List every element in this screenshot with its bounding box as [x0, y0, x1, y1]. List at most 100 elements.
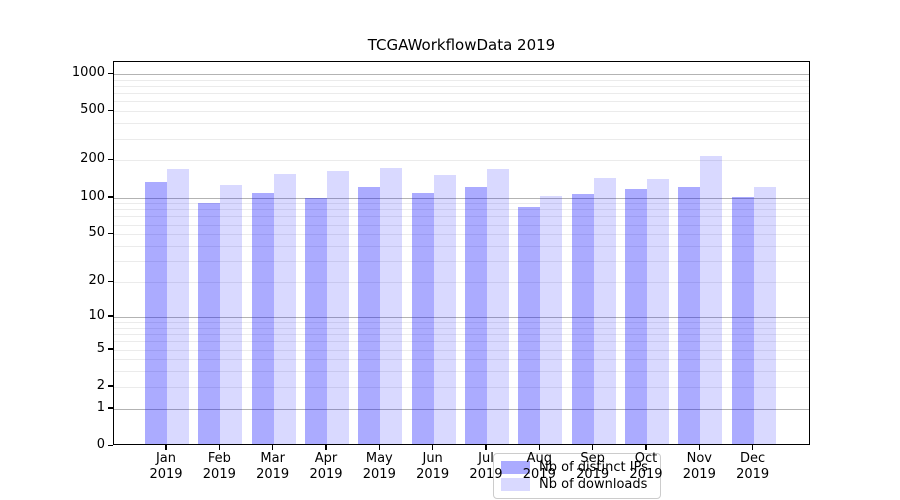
bar-oct-downloads	[646, 178, 669, 444]
y-tick-label-20: 20	[88, 273, 105, 289]
x-tick-label-oct: Oct 2019	[614, 451, 678, 483]
bar-nov-distinct-ips	[678, 186, 701, 444]
gridline-minor-30	[114, 261, 809, 263]
x-tick-mark-sep	[591, 445, 594, 450]
plot-area: Nb of distinct IPs Nb of downloads	[113, 61, 810, 499]
gridline-minor-9	[114, 322, 809, 324]
bar-aug-downloads	[540, 195, 563, 444]
legend-item-downloads: Nb of downloads	[501, 477, 650, 492]
gridline-minor-20	[114, 282, 809, 284]
y-tick-mark-0	[108, 444, 113, 446]
x-tick-month: Aug	[526, 451, 552, 466]
legend-label-downloads: Nb of downloads	[539, 477, 648, 492]
x-tick-year: 2019	[149, 467, 183, 482]
x-tick-year: 2019	[469, 467, 503, 482]
x-tick-month: Jun	[422, 451, 443, 466]
x-tick-year: 2019	[416, 467, 450, 482]
x-tick-label-sep: Sep 2019	[561, 451, 625, 483]
downloads-swatch	[501, 478, 530, 491]
y-tick-mark-50	[108, 232, 113, 235]
gridline-minor-300	[114, 138, 809, 140]
y-tick-mark-20	[108, 280, 113, 283]
x-tick-year: 2019	[629, 467, 663, 482]
gridline-minor-500	[114, 111, 809, 113]
x-tick-mark-jul	[485, 445, 487, 450]
x-tick-mark-jan	[165, 445, 167, 450]
bar-mar-downloads	[273, 173, 296, 444]
x-tick-mark-jun	[431, 445, 434, 450]
bar-jan-downloads	[167, 168, 189, 444]
bar-sep-distinct-ips	[571, 194, 594, 444]
gridline-minor-5	[114, 349, 809, 351]
y-tick-label-5: 5	[96, 340, 105, 356]
y-tick-label-2: 2	[96, 377, 105, 393]
gridline-minor-80	[114, 209, 809, 211]
x-tick-mark-dec	[751, 445, 754, 450]
x-tick-year: 2019	[682, 467, 716, 482]
x-tick-label-jul: Jul 2019	[454, 451, 518, 483]
x-tick-year: 2019	[736, 467, 770, 482]
x-tick-label-aug: Aug 2019	[507, 451, 571, 483]
gridline-major-1	[114, 408, 809, 410]
x-tick-year: 2019	[522, 467, 556, 482]
bar-jul-downloads	[486, 169, 509, 444]
gridline-minor-60	[114, 224, 809, 226]
x-tick-month: Sep	[580, 451, 605, 466]
gridline-minor-8	[114, 327, 809, 329]
bar-apr-downloads	[326, 171, 349, 444]
x-tick-mark-oct	[645, 445, 647, 450]
gridline-major-100	[114, 197, 809, 199]
gridline-major-1000	[114, 74, 809, 75]
gridline-minor-800	[114, 86, 809, 87]
x-tick-label-may: May 2019	[347, 451, 411, 483]
y-tick-label-200: 200	[80, 151, 105, 167]
bar-jun-downloads	[433, 174, 456, 444]
x-tick-label-jun: Jun 2019	[401, 451, 465, 483]
gridline-minor-2	[114, 386, 809, 388]
y-tick-label-10: 10	[88, 307, 105, 323]
y-tick-mark-2	[108, 385, 113, 387]
y-tick-mark-500	[108, 109, 113, 112]
x-tick-month: Dec	[740, 451, 766, 466]
bar-may-downloads	[380, 168, 403, 444]
gridline-minor-700	[114, 93, 809, 95]
y-tick-label-500: 500	[80, 102, 105, 118]
bar-oct-distinct-ips	[624, 188, 647, 444]
y-tick-mark-1000	[108, 72, 113, 74]
y-tick-label-0: 0	[96, 437, 105, 452]
gridline-minor-50	[114, 234, 809, 236]
y-tick-mark-100	[108, 196, 113, 198]
gridline-minor-90	[114, 203, 809, 205]
y-tick-label-1000: 1000	[71, 65, 105, 80]
bar-apr-distinct-ips	[304, 198, 327, 444]
x-tick-month: Jul	[478, 451, 494, 466]
y-tick-label-100: 100	[80, 188, 105, 204]
bar-aug-distinct-ips	[518, 207, 541, 444]
bar-jul-distinct-ips	[464, 186, 487, 444]
x-tick-mark-apr	[325, 445, 327, 450]
x-tick-label-dec: Dec 2019	[721, 451, 785, 483]
x-tick-month: Oct	[634, 451, 658, 466]
bar-feb-downloads	[220, 184, 243, 444]
legend-item-distinct-ips: Nb of distinct IPs	[501, 460, 650, 475]
x-tick-mark-mar	[271, 445, 274, 450]
y-tick-mark-200	[108, 158, 113, 161]
gridline-minor-4	[114, 359, 809, 361]
x-tick-year: 2019	[309, 467, 343, 482]
gridline-minor-70	[114, 216, 809, 218]
gridline-minor-400	[114, 123, 809, 125]
x-tick-label-nov: Nov 2019	[667, 451, 731, 483]
legend-label-distinct-ips: Nb of distinct IPs	[539, 460, 648, 475]
x-tick-month: Apr	[314, 451, 338, 466]
y-tick-mark-1	[108, 407, 113, 409]
x-tick-label-mar: Mar 2019	[241, 451, 305, 483]
bar-dec-downloads	[753, 186, 776, 444]
bar-jun-distinct-ips	[411, 193, 434, 444]
x-tick-year: 2019	[576, 467, 610, 482]
x-tick-label-jan: Jan 2019	[134, 451, 198, 483]
y-tick-mark-5	[108, 348, 113, 350]
legend: Nb of distinct IPs Nb of downloads	[493, 453, 661, 499]
bar-jan-distinct-ips	[145, 181, 167, 444]
x-tick-mark-nov	[698, 445, 701, 450]
x-tick-month: May	[365, 451, 393, 466]
